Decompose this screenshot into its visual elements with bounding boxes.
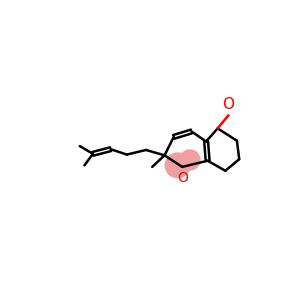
Text: O: O bbox=[177, 171, 188, 185]
Text: O: O bbox=[222, 97, 234, 112]
Circle shape bbox=[180, 150, 200, 170]
Circle shape bbox=[165, 153, 190, 178]
